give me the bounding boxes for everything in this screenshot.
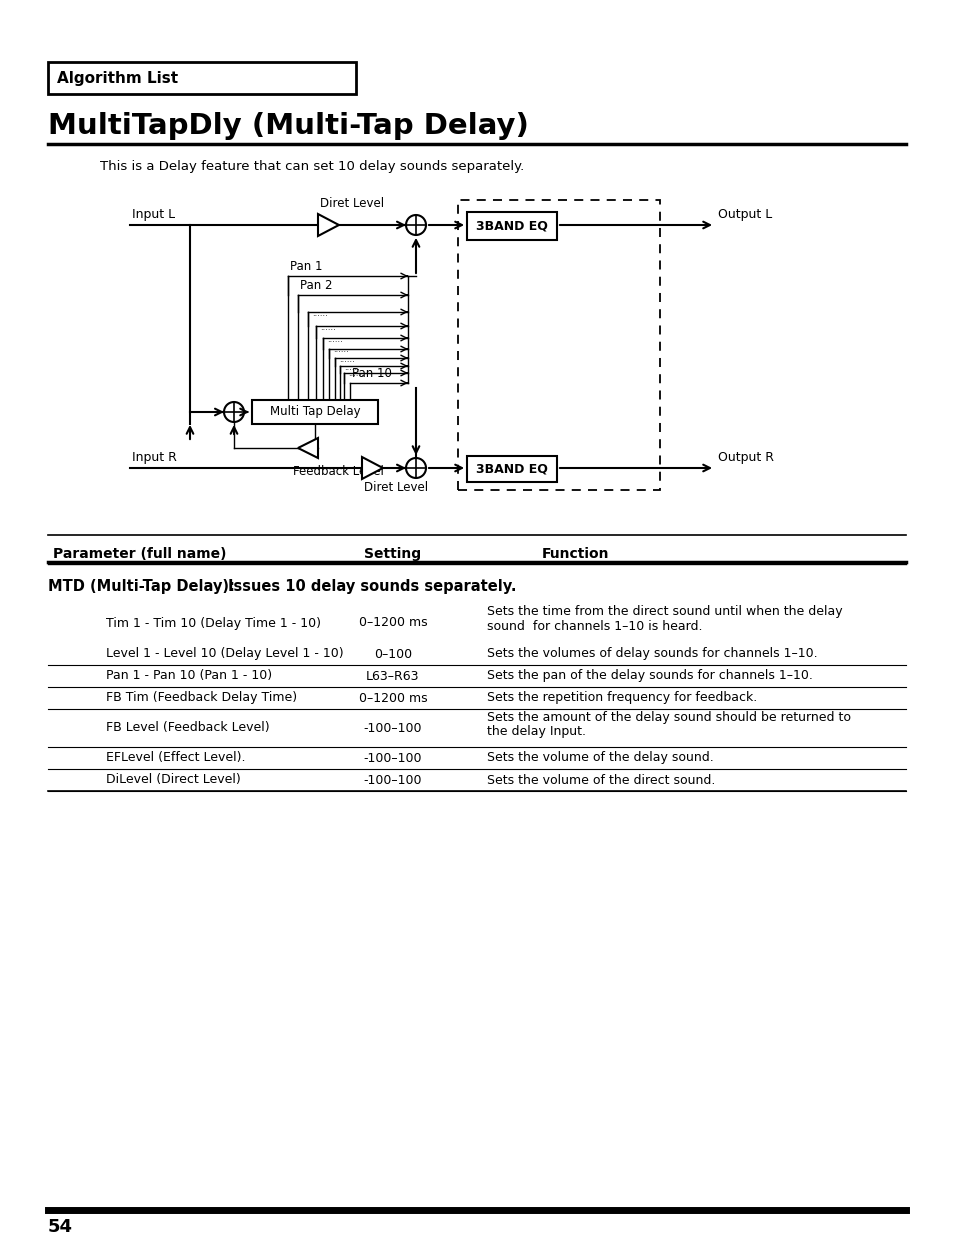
Text: sound  for channels 1–10 is heard.: sound for channels 1–10 is heard. [486,619,701,633]
Text: Pan 1 - Pan 10 (Pan 1 - 10): Pan 1 - Pan 10 (Pan 1 - 10) [106,669,272,683]
Text: Sets the volume of the direct sound.: Sets the volume of the direct sound. [486,773,715,787]
Bar [467,212,557,240]
Polygon shape [361,457,382,479]
Text: FB Tim (Feedback Delay Time): FB Tim (Feedback Delay Time) [106,691,296,705]
Bar [467,455,557,482]
Text: Pan 1: Pan 1 [290,261,322,273]
Text: Sets the repetition frequency for feedback.: Sets the repetition frequency for feedba… [486,691,757,705]
Text: Input L: Input L [132,208,175,221]
Text: Level 1 - Level 10 (Delay Level 1 - 10): Level 1 - Level 10 (Delay Level 1 - 10) [106,648,343,660]
Text: 0–1200 ms: 0–1200 ms [358,617,427,629]
Text: This is a Delay feature that can set 10 delay sounds separately.: This is a Delay feature that can set 10 … [100,160,524,172]
Text: 3BAND EQ: 3BAND EQ [476,463,547,475]
Text: 0–1200 ms: 0–1200 ms [358,691,427,705]
Text: Setting: Setting [364,547,421,561]
Text: Sets the volumes of delay sounds for channels 1–10.: Sets the volumes of delay sounds for cha… [486,648,817,660]
Text: Issues 10 delay sounds separately.: Issues 10 delay sounds separately. [228,580,516,594]
Text: Multi Tap Delay: Multi Tap Delay [270,406,360,418]
Text: Diret Level: Diret Level [319,197,384,210]
Bar [252,400,377,424]
Text: Input R: Input R [132,450,176,464]
Text: Algorithm List: Algorithm List [57,71,178,86]
Text: Pan 10: Pan 10 [352,367,392,380]
Text: ......: ...... [338,355,355,364]
Text: Parameter (full name): Parameter (full name) [53,547,226,561]
Text: EFLevel (Effect Level).: EFLevel (Effect Level). [106,752,245,764]
Text: Feedback Level: Feedback Level [293,465,383,478]
Text: ......: ...... [319,323,335,331]
Polygon shape [297,438,317,458]
Text: Sets the amount of the delay sound should be returned to: Sets the amount of the delay sound shoul… [486,711,850,725]
Text: -100–100: -100–100 [363,773,422,787]
Text: ......: ...... [327,335,342,344]
Text: 0–100: 0–100 [374,648,412,660]
Text: ......: ...... [333,345,349,355]
Text: Sets the volume of the delay sound.: Sets the volume of the delay sound. [486,752,713,764]
Polygon shape [317,213,338,236]
Text: ......: ...... [344,362,359,371]
Text: 3BAND EQ: 3BAND EQ [476,220,547,232]
Text: DiLevel (Direct Level): DiLevel (Direct Level) [106,773,240,787]
Text: ......: ...... [312,309,328,318]
Text: -100–100: -100–100 [363,752,422,764]
Text: Diret Level: Diret Level [364,482,428,494]
Text: Function: Function [541,547,609,561]
Text: Output R: Output R [718,450,773,464]
Text: Output L: Output L [718,208,771,221]
Bar [48,62,355,94]
Text: Sets the pan of the delay sounds for channels 1–10.: Sets the pan of the delay sounds for cha… [486,669,812,683]
Bar [457,200,659,490]
Text: ......: ...... [348,370,363,379]
Text: Sets the time from the direct sound until when the delay: Sets the time from the direct sound unti… [486,606,841,618]
Text: FB Level (Feedback Level): FB Level (Feedback Level) [106,721,270,735]
Text: L63–R63: L63–R63 [366,669,419,683]
Text: MultiTapDly (Multi-Tap Delay): MultiTapDly (Multi-Tap Delay) [48,112,528,140]
Text: the delay Input.: the delay Input. [486,726,585,738]
Text: -100–100: -100–100 [363,721,422,735]
Text: MTD (Multi-Tap Delay):: MTD (Multi-Tap Delay): [48,580,234,594]
Text: 54: 54 [48,1217,73,1236]
Text: Tim 1 - Tim 10 (Delay Time 1 - 10): Tim 1 - Tim 10 (Delay Time 1 - 10) [106,617,320,629]
Text: Pan 2: Pan 2 [299,279,333,292]
